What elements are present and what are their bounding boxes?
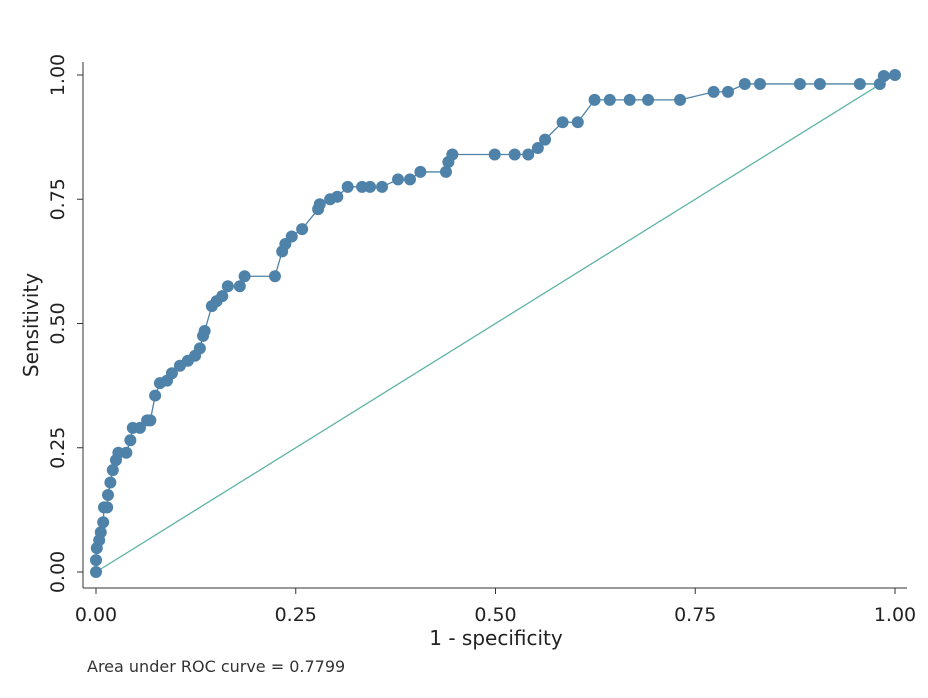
roc-point xyxy=(522,148,535,161)
roc-point xyxy=(94,526,107,539)
roc-point xyxy=(198,324,211,337)
roc-point xyxy=(101,488,114,501)
roc-point xyxy=(446,148,459,161)
roc-point xyxy=(101,501,114,514)
roc-point xyxy=(193,342,206,355)
roc-point xyxy=(238,270,251,283)
roc-point xyxy=(376,180,389,193)
roc-point xyxy=(556,116,569,129)
x-tick-label: 0.00 xyxy=(75,604,117,626)
roc-point xyxy=(165,367,178,380)
roc-point xyxy=(216,290,229,303)
roc-point xyxy=(439,165,452,178)
roc-point xyxy=(124,434,137,447)
roc-point xyxy=(674,93,687,106)
y-tick-label: 0.50 xyxy=(47,302,69,344)
y-tick-label: 1.00 xyxy=(47,54,69,96)
roc-point xyxy=(508,148,521,161)
roc-point xyxy=(313,198,326,211)
roc-point xyxy=(793,77,806,90)
roc-point xyxy=(341,180,354,193)
roc-point xyxy=(104,476,117,489)
roc-point xyxy=(571,116,584,129)
roc-point xyxy=(707,85,720,98)
roc-point xyxy=(268,270,281,283)
roc-point xyxy=(853,77,866,90)
y-tick-label: 0.00 xyxy=(47,551,69,593)
y-axis-title: Sensitivity xyxy=(19,273,43,377)
x-axis-title: 1 - specificity xyxy=(429,626,563,650)
roc-point xyxy=(414,165,427,178)
roc-point xyxy=(120,446,133,459)
roc-point xyxy=(588,93,601,106)
roc-point xyxy=(285,230,298,243)
roc-point xyxy=(642,93,655,106)
roc-point xyxy=(106,464,119,477)
roc-point xyxy=(877,69,890,82)
roc-point xyxy=(603,93,616,106)
roc-point xyxy=(149,389,162,402)
x-tick-label: 0.25 xyxy=(275,604,317,626)
reference-line xyxy=(95,74,896,573)
roc-point xyxy=(753,77,766,90)
roc-point xyxy=(331,190,344,203)
roc-point xyxy=(221,280,234,293)
roc-point xyxy=(623,93,636,106)
roc-point xyxy=(539,133,552,146)
roc-point xyxy=(144,414,157,427)
x-tick-label: 0.75 xyxy=(674,604,716,626)
roc-point xyxy=(531,142,544,155)
roc-point xyxy=(488,148,501,161)
roc-point xyxy=(296,223,309,236)
roc-point xyxy=(392,173,405,186)
roc-point xyxy=(90,554,102,567)
roc-point xyxy=(90,566,102,578)
roc-point xyxy=(364,180,377,193)
roc-point xyxy=(233,280,246,293)
x-tick-label: 0.50 xyxy=(474,604,516,626)
annotation: Area under ROC curve = 0.7799 xyxy=(87,657,345,676)
roc-point xyxy=(404,173,417,186)
roc-point xyxy=(722,85,735,98)
roc-point xyxy=(889,69,901,81)
roc-point xyxy=(738,77,751,90)
roc-point xyxy=(97,516,110,529)
roc-point xyxy=(133,421,146,434)
y-tick-label: 0.25 xyxy=(47,427,69,469)
y-tick-label: 0.75 xyxy=(47,178,69,220)
roc-point xyxy=(813,77,826,90)
x-tick-label: 1.00 xyxy=(874,604,916,626)
